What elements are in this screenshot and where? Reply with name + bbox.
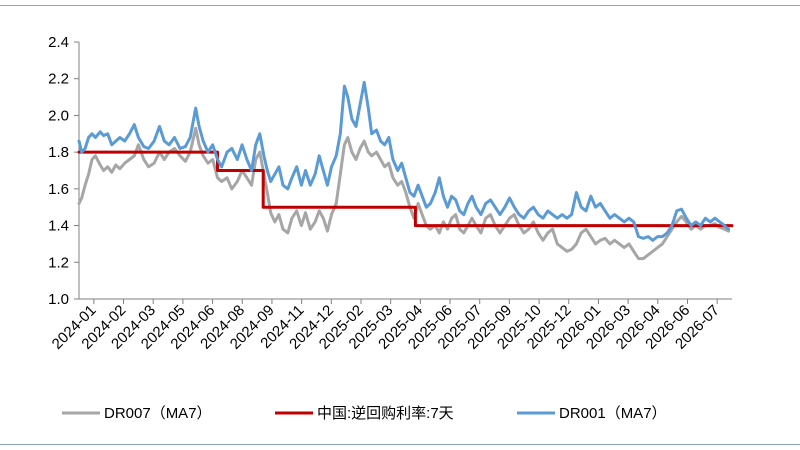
legend-label-dr007: DR007（MA7） xyxy=(104,405,212,422)
series-line-dr007 xyxy=(77,126,731,261)
top-rule xyxy=(0,5,800,6)
y-tick-label: 1.4 xyxy=(48,218,69,235)
y-tick-label: 2.0 xyxy=(48,107,69,124)
legend-label-dr001: DR001（MA7） xyxy=(559,405,667,422)
bottom-rule xyxy=(0,444,800,445)
y-tick-label: 1.6 xyxy=(48,181,69,198)
chart-axes: 1.01.21.41.61.82.02.22.42024-012024-0220… xyxy=(48,34,732,353)
series-line-dr001 xyxy=(77,80,731,242)
y-tick-label: 1.2 xyxy=(48,254,69,271)
y-tick-label: 1.0 xyxy=(48,291,69,308)
legend-label-reverse_repo: 中国:逆回购利率:7天 xyxy=(317,405,454,422)
chart-series xyxy=(77,80,734,261)
y-tick-label: 1.8 xyxy=(48,144,69,161)
chart-legend: DR007（MA7） 中国:逆回购利率:7天 DR001（MA7） xyxy=(62,405,667,422)
y-tick-label: 2.4 xyxy=(48,34,69,51)
y-tick-label: 2.2 xyxy=(48,71,69,88)
